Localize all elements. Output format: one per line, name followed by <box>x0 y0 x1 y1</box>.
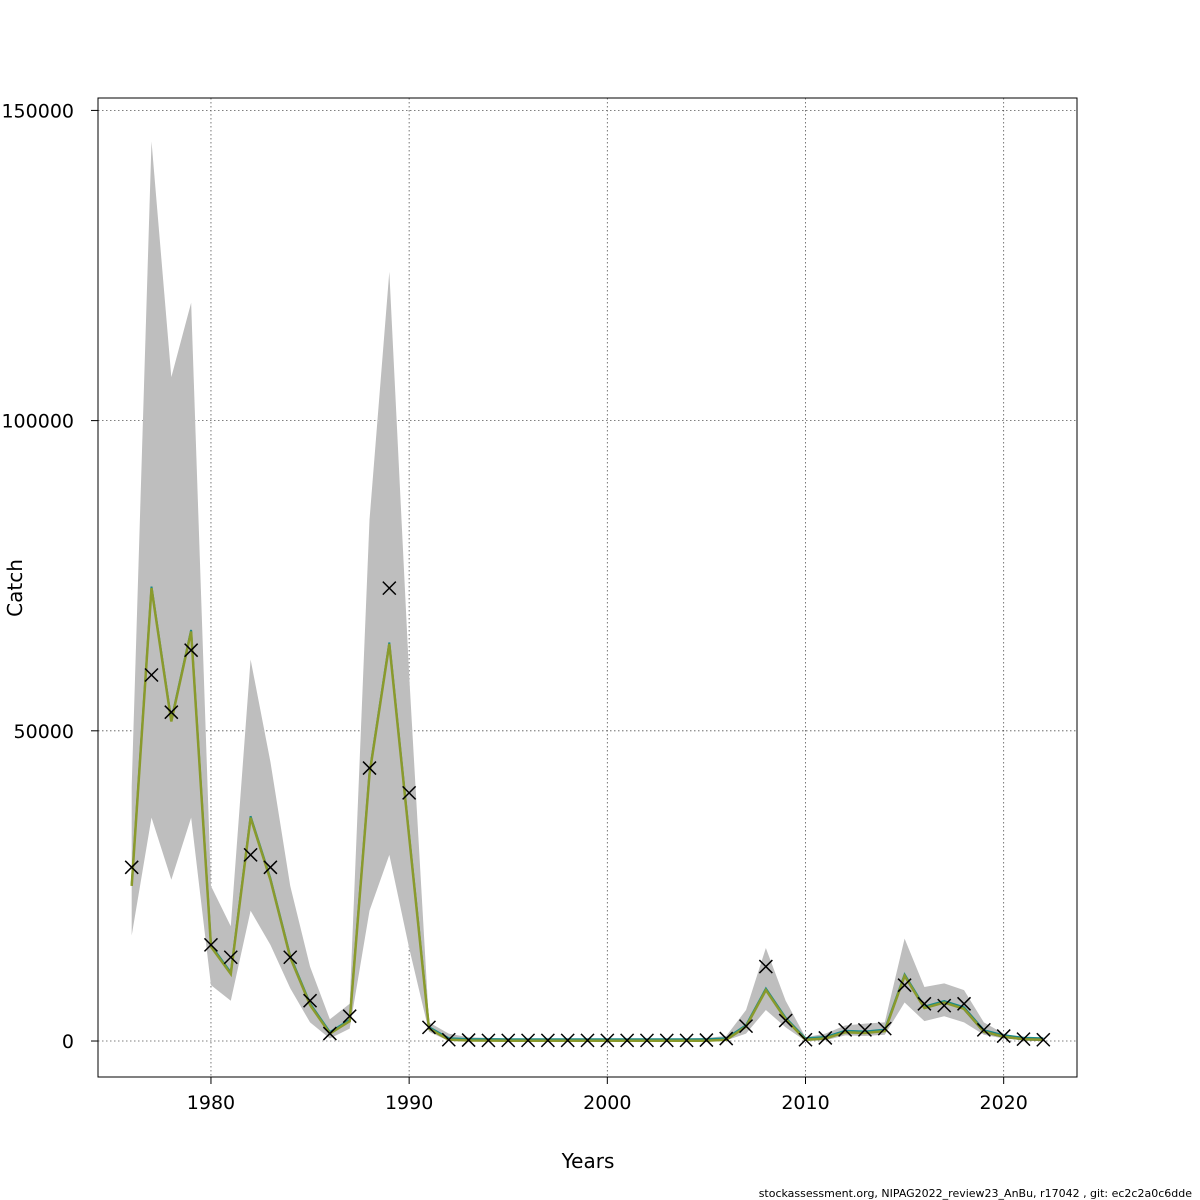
observed-point <box>461 1033 476 1048</box>
observed-point <box>917 996 932 1011</box>
observed-point <box>124 860 139 875</box>
x-tick-label: 1980 <box>187 1092 235 1114</box>
observed-point <box>857 1022 872 1037</box>
observed-point <box>263 860 278 875</box>
observed-point <box>639 1033 654 1048</box>
observed-point <box>441 1032 456 1047</box>
observed-point <box>838 1022 853 1037</box>
observed-point <box>283 950 298 965</box>
observed-point <box>897 978 912 993</box>
observed-point <box>540 1033 555 1048</box>
x-tick-label: 2020 <box>979 1092 1027 1114</box>
y-axis: 0 50000 100000 150000 <box>1 100 98 1053</box>
observed-point <box>481 1033 496 1048</box>
observed-point <box>877 1021 892 1036</box>
observed-point <box>342 1009 357 1024</box>
observed-point <box>164 705 179 720</box>
y-tick-label: 150000 <box>1 100 74 122</box>
observed-point <box>620 1033 635 1048</box>
observed-point <box>501 1033 516 1048</box>
observed-point <box>243 847 258 862</box>
observed-point <box>184 643 199 658</box>
footer-credit: stockassessment.org, NIPAG2022_review23_… <box>759 1187 1193 1200</box>
observed-point <box>778 1013 793 1028</box>
observed-point <box>1016 1032 1031 1047</box>
observed-point <box>144 667 159 683</box>
confidence-band <box>131 141 1044 1042</box>
observed-point <box>937 998 952 1013</box>
observed-point <box>223 950 238 965</box>
y-tick-label: 50000 <box>14 721 74 743</box>
x-axis-title: Years <box>561 1149 615 1173</box>
observed-point <box>818 1030 833 1045</box>
observed-point <box>957 996 972 1011</box>
observed-point <box>996 1029 1011 1044</box>
observed-point <box>1036 1032 1051 1047</box>
observed-point <box>362 761 377 776</box>
observed-point <box>560 1033 575 1048</box>
x-axis: 1980 1990 2000 2010 2020 <box>187 1077 1028 1114</box>
x-tick-label: 1990 <box>385 1092 433 1114</box>
observed-point <box>322 1026 337 1041</box>
observed-point <box>303 993 318 1008</box>
observed-point <box>421 1020 436 1035</box>
observed-point <box>580 1033 595 1048</box>
observed-point <box>699 1033 714 1048</box>
observed-point <box>600 1033 615 1048</box>
observed-point <box>659 1033 674 1048</box>
observed-point <box>402 785 417 800</box>
observed-point <box>976 1022 991 1037</box>
y-tick-label: 100000 <box>1 411 74 433</box>
observed-point <box>719 1031 734 1046</box>
observed-point <box>758 959 773 974</box>
observed-point <box>739 1019 754 1034</box>
observed-point <box>382 581 397 596</box>
observed-point <box>798 1032 813 1047</box>
x-tick-label: 2010 <box>781 1092 829 1114</box>
observed-point <box>521 1033 536 1048</box>
observed-point <box>203 937 218 952</box>
observed-catch-points <box>124 581 1051 1048</box>
x-tick-label: 2000 <box>583 1092 631 1114</box>
y-axis-title: Catch <box>3 559 27 617</box>
y-tick-label: 0 <box>62 1031 74 1053</box>
plot-frame <box>97 97 1078 1078</box>
observed-point <box>679 1033 694 1048</box>
